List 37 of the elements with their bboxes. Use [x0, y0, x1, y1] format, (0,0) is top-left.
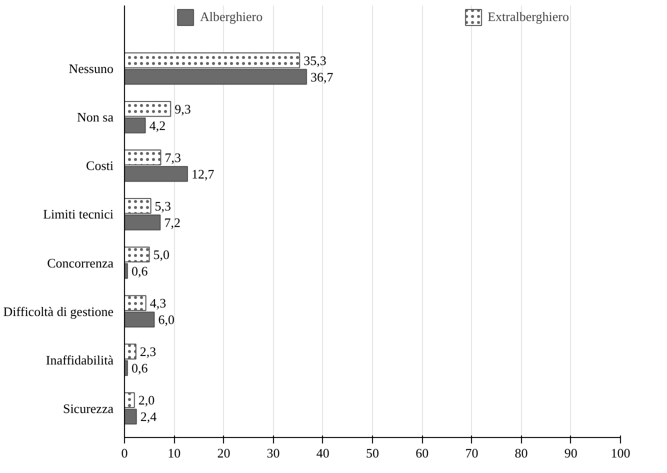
data-label: 35,3: [304, 52, 326, 68]
x-tick-label: 0: [121, 446, 128, 460]
data-label: 7,2: [164, 214, 180, 230]
data-label: 9,3: [174, 101, 191, 116]
data-label: 12,7: [191, 166, 215, 182]
data-label: 0,6: [131, 360, 148, 376]
data-label: 6,0: [158, 312, 175, 328]
x-tick-label: 30: [266, 446, 280, 460]
data-label: 2,3: [140, 344, 156, 360]
legend-label: Alberghiero: [200, 9, 263, 25]
x-tick-label: 20: [217, 446, 230, 460]
y-tick-label: Costi: [86, 158, 114, 174]
data-label: 2,4: [140, 409, 158, 424]
x-tick-label: 60: [416, 446, 429, 460]
data-label: 36,7: [310, 69, 334, 84]
data-label: 5,3: [154, 198, 172, 214]
legend-label: Extralberghiero: [488, 9, 569, 25]
y-tick-label: Limiti tecnici: [43, 206, 114, 222]
x-tick-label: 70: [465, 446, 478, 460]
y-tick-label: Inaffidabilità: [46, 352, 114, 368]
x-tick-label: 80: [514, 446, 528, 460]
y-tick-label: Non sa: [77, 110, 114, 125]
x-tick-label: 50: [366, 446, 379, 460]
data-label: 5,0: [153, 247, 170, 262]
data-label: 4,3: [150, 296, 166, 311]
y-tick-label: Nessuno: [68, 61, 114, 76]
x-tick-label: 100: [610, 446, 630, 460]
y-tick-label: Concorrenza: [47, 255, 114, 270]
y-tick-label: Difficoltà di gestione: [3, 304, 114, 319]
data-label: 7,3: [164, 150, 181, 165]
data-label: 0,6: [131, 264, 148, 279]
data-label: 4,2: [149, 118, 166, 133]
x-tick-label: 90: [564, 446, 578, 460]
x-tick-label: 10: [168, 446, 181, 460]
data-label: 2,0: [138, 392, 155, 408]
x-tick-label: 40: [316, 446, 330, 460]
y-tick-label: Sicurezza: [62, 400, 114, 416]
